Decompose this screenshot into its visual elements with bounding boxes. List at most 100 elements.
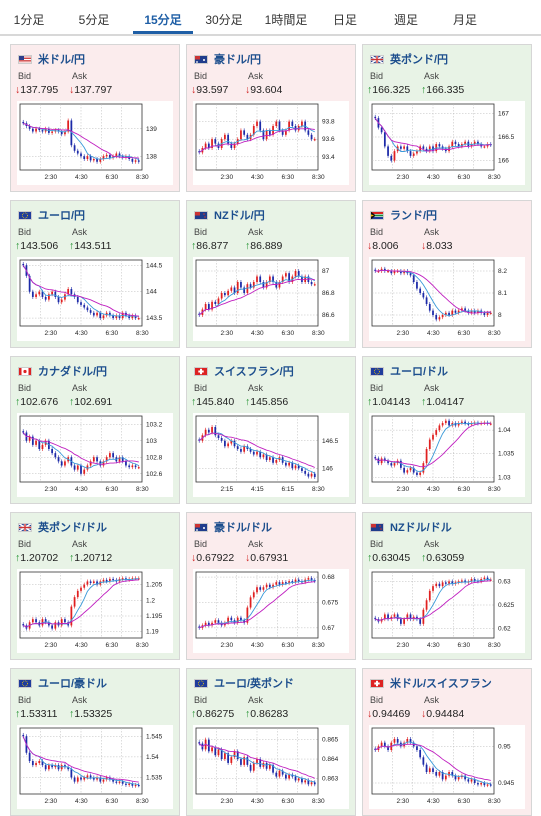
candle [301, 468, 303, 471]
candle [448, 312, 450, 315]
pair-title[interactable]: 英ポンド/ドル [18, 519, 107, 535]
rate-card[interactable]: ランド/円 Bid Ask ↓8.006 ↓8.033 8.2 8.1 8 2:30 4:30 6:… [362, 200, 532, 348]
tab-weekly[interactable]: 週足 [393, 13, 418, 27]
pair-name[interactable]: ユーロ/豪ドル [38, 678, 108, 690]
x-tick-label: 4:30 [75, 642, 88, 649]
candle [307, 578, 310, 580]
pair-name[interactable]: ランド/円 [390, 210, 438, 222]
moving-average-short [22, 736, 139, 786]
pair-title[interactable]: ランド/円 [370, 207, 437, 223]
pair-name[interactable]: ユーロ/英ポンド [214, 678, 295, 690]
mini-chart[interactable]: 8.2 8.1 8 2:30 4:30 6:30 8:30 [369, 257, 525, 341]
pair-title[interactable]: 米ドル/スイスフラン [370, 675, 492, 691]
tab-15min[interactable]: 15分足 [133, 0, 193, 34]
mini-chart[interactable]: 1.04 1.035 1.03 2:30 4:30 6:30 8:30 [369, 413, 525, 497]
candle [275, 460, 278, 463]
rate-card[interactable]: NZドル/ドル Bid Ask ↑0.63045 ↑0.63059 0.63 0.625 0.… [362, 512, 532, 660]
mini-chart[interactable]: 93.8 93.6 93.4 2:30 4:30 6:30 8:30 [193, 101, 349, 185]
moving-average-long [199, 581, 315, 629]
candle [438, 772, 441, 776]
rate-card[interactable]: ユーロ/ドル Bid Ask ↑1.04143 ↑1.04147 1.04 1.035 1.0… [362, 356, 532, 504]
candle [265, 584, 268, 588]
candle [380, 742, 383, 747]
tab-monthly[interactable]: 月足 [452, 13, 477, 27]
tab-1hour[interactable]: 1時間足 [264, 13, 308, 27]
mini-chart[interactable]: 0.68 0.675 0.67 2:30 4:30 6:30 8:30 [193, 569, 349, 653]
pair-name[interactable]: 豪ドル/ドル [214, 522, 273, 534]
mini-chart[interactable]: 139 138 2:30 4:30 6:30 8:30 [17, 101, 173, 185]
pair-title[interactable]: 豪ドル/ドル [194, 519, 272, 535]
mini-chart[interactable]: 144.5 144 143.5 2:30 4:30 6:30 8:30 [17, 257, 173, 341]
pair-name[interactable]: NZドル/円 [214, 210, 265, 222]
moving-average-short [199, 579, 315, 629]
pair-title[interactable]: ユーロ/英ポンド [194, 675, 294, 691]
pair-title[interactable]: 米ドル/円 [18, 51, 85, 67]
mini-chart[interactable]: 0.63 0.625 0.62 2:30 4:30 6:30 8:30 [369, 569, 525, 653]
pair-name[interactable]: 英ポンド/ドル [38, 522, 108, 534]
pair-title[interactable]: ユーロ/ドル [370, 363, 448, 379]
bid-price: 145.840 [196, 396, 235, 408]
tab-daily[interactable]: 日足 [332, 13, 357, 27]
tab-1min[interactable]: 1分足 [13, 13, 45, 27]
pair-name[interactable]: 米ドル/スイスフラン [390, 678, 492, 690]
pair-title[interactable]: 豪ドル/円 [194, 51, 261, 67]
pair-title[interactable]: スイスフラン/円 [194, 363, 294, 379]
candle [211, 622, 213, 626]
candle [112, 156, 114, 158]
rate-card[interactable]: ユーロ/円 Bid Ask ↑143.506 ↑143.511 144.5 144 143.5… [10, 200, 180, 348]
ask-value: ↓137.797 [69, 84, 112, 96]
candle [60, 131, 63, 135]
pair-title[interactable]: カナダドル/円 [18, 363, 107, 379]
pair-title[interactable]: NZドル/円 [194, 207, 265, 223]
candle [256, 121, 258, 126]
mini-chart[interactable]: 1.545 1.54 1.535 2:30 4:30 6:30 8:30 [17, 725, 173, 809]
rate-card[interactable]: 英ポンド/ドル Bid Ask ↑1.20702 ↑1.20712 1.205 1.2 1.1… [10, 512, 180, 660]
rate-card[interactable]: ユーロ/豪ドル Bid Ask ↑1.53311 ↑1.53325 1.545 1.54 1.… [10, 668, 180, 816]
pair-name[interactable]: ユーロ/ドル [390, 366, 449, 378]
rate-card[interactable]: スイスフラン/円 Bid Ask ↑145.840 ↑145.856 146.5 146 2:… [186, 356, 356, 504]
mini-chart[interactable]: 146.5 146 2:15 4:15 6:15 8:30 [193, 413, 349, 497]
candle [461, 580, 463, 582]
candle [89, 461, 92, 466]
pair-name[interactable]: カナダドル/円 [38, 366, 108, 378]
tab-5min[interactable]: 5分足 [78, 13, 110, 27]
rate-card[interactable]: 米ドル/円 Bid Ask ↓137.795 ↓137.797 139 138 2:30 4:3… [10, 44, 180, 192]
candle [92, 777, 95, 780]
pair-name[interactable]: 英ポンド/円 [390, 54, 449, 66]
rate-card[interactable]: 英ポンド/円 Bid Ask ↑166.325 ↑166.335 167 166.5 166 2… [362, 44, 532, 192]
candle [416, 282, 418, 289]
pair-name[interactable]: NZドル/ドル [390, 522, 452, 534]
x-tick-label: 8:30 [488, 486, 501, 493]
candle [451, 581, 454, 584]
tab-30min[interactable]: 30分足 [205, 13, 243, 27]
rate-card[interactable]: ユーロ/英ポンド Bid Ask ↑0.86275 ↑0.86283 0.865 0.864… [186, 668, 356, 816]
rate-card[interactable]: 豪ドル/ドル Bid Ask ↓0.67922 ↓0.67931 0.68 0.675 0.6… [186, 512, 356, 660]
pair-name[interactable]: スイスフラン/円 [214, 366, 294, 378]
rate-card[interactable]: NZドル/円 Bid Ask ↑86.877 ↑86.889 87 86.8 86.6 2:30… [186, 200, 356, 348]
candle [457, 777, 460, 780]
mini-chart[interactable]: 0.95 0.945 2:30 4:30 6:30 8:30 [369, 725, 525, 809]
candle [118, 315, 121, 319]
candle [387, 460, 389, 464]
pair-name[interactable]: 豪ドル/円 [214, 54, 262, 66]
pair-name[interactable]: ユーロ/円 [38, 210, 86, 222]
pair-title[interactable]: ユーロ/円 [18, 207, 85, 223]
pair-title[interactable]: 英ポンド/円 [370, 51, 448, 67]
mini-chart[interactable]: 167 166.5 166 2:30 4:30 6:30 8:30 [369, 101, 525, 185]
bid-price: 0.63045 [372, 552, 411, 564]
pair-name[interactable]: 米ドル/円 [38, 54, 86, 66]
pair-title[interactable]: ユーロ/豪ドル [18, 675, 107, 691]
rate-card[interactable]: カナダドル/円 Bid Ask ↑102.676 ↑102.691 103.2 103 102… [10, 356, 180, 504]
candle [86, 581, 89, 585]
rate-card[interactable]: 米ドル/スイスフラン Bid Ask ↓0.94469 ↓0.94484 0.95 0.94… [362, 668, 532, 816]
mini-chart[interactable]: 1.205 1.2 1.195 1.19 2:30 4:30 6:30 8:30 [17, 569, 173, 653]
arrow-up-icon: ↑ [367, 84, 373, 96]
candle [393, 463, 396, 466]
mini-chart[interactable]: 87 86.8 86.6 2:30 4:30 6:30 8:30 [193, 257, 349, 341]
x-tick-label: 4:30 [427, 798, 440, 805]
candle [230, 143, 233, 148]
mini-chart[interactable]: 0.865 0.864 0.863 2:30 4:30 6:30 8:30 [193, 725, 349, 809]
rate-card[interactable]: 豪ドル/円 Bid Ask ↓93.597 ↓93.604 93.8 93.6 93.4 2:3… [186, 44, 356, 192]
mini-chart[interactable]: 103.2 103 102.8 102.6 2:30 4:30 6:30 8:30 [17, 413, 173, 497]
pair-title[interactable]: NZドル/ドル [370, 519, 452, 535]
